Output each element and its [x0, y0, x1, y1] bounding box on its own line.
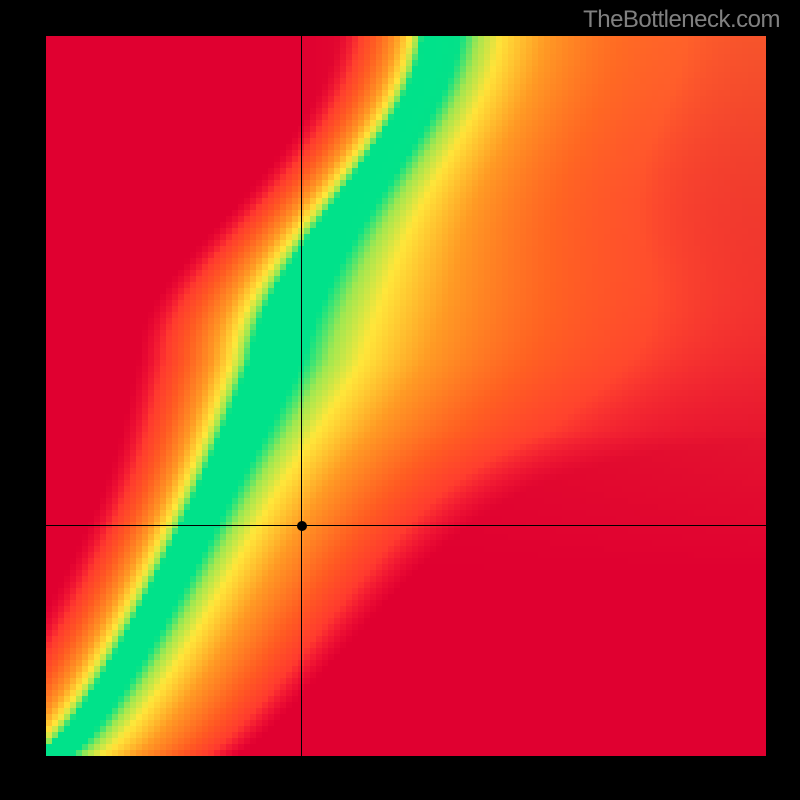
crosshair-horizontal: [46, 525, 766, 526]
heatmap-canvas: [46, 36, 766, 756]
watermark-text: TheBottleneck.com: [583, 6, 780, 34]
crosshair-dot: [297, 521, 307, 531]
chart-container: TheBottleneck.com: [0, 0, 800, 800]
crosshair-vertical: [301, 36, 302, 756]
